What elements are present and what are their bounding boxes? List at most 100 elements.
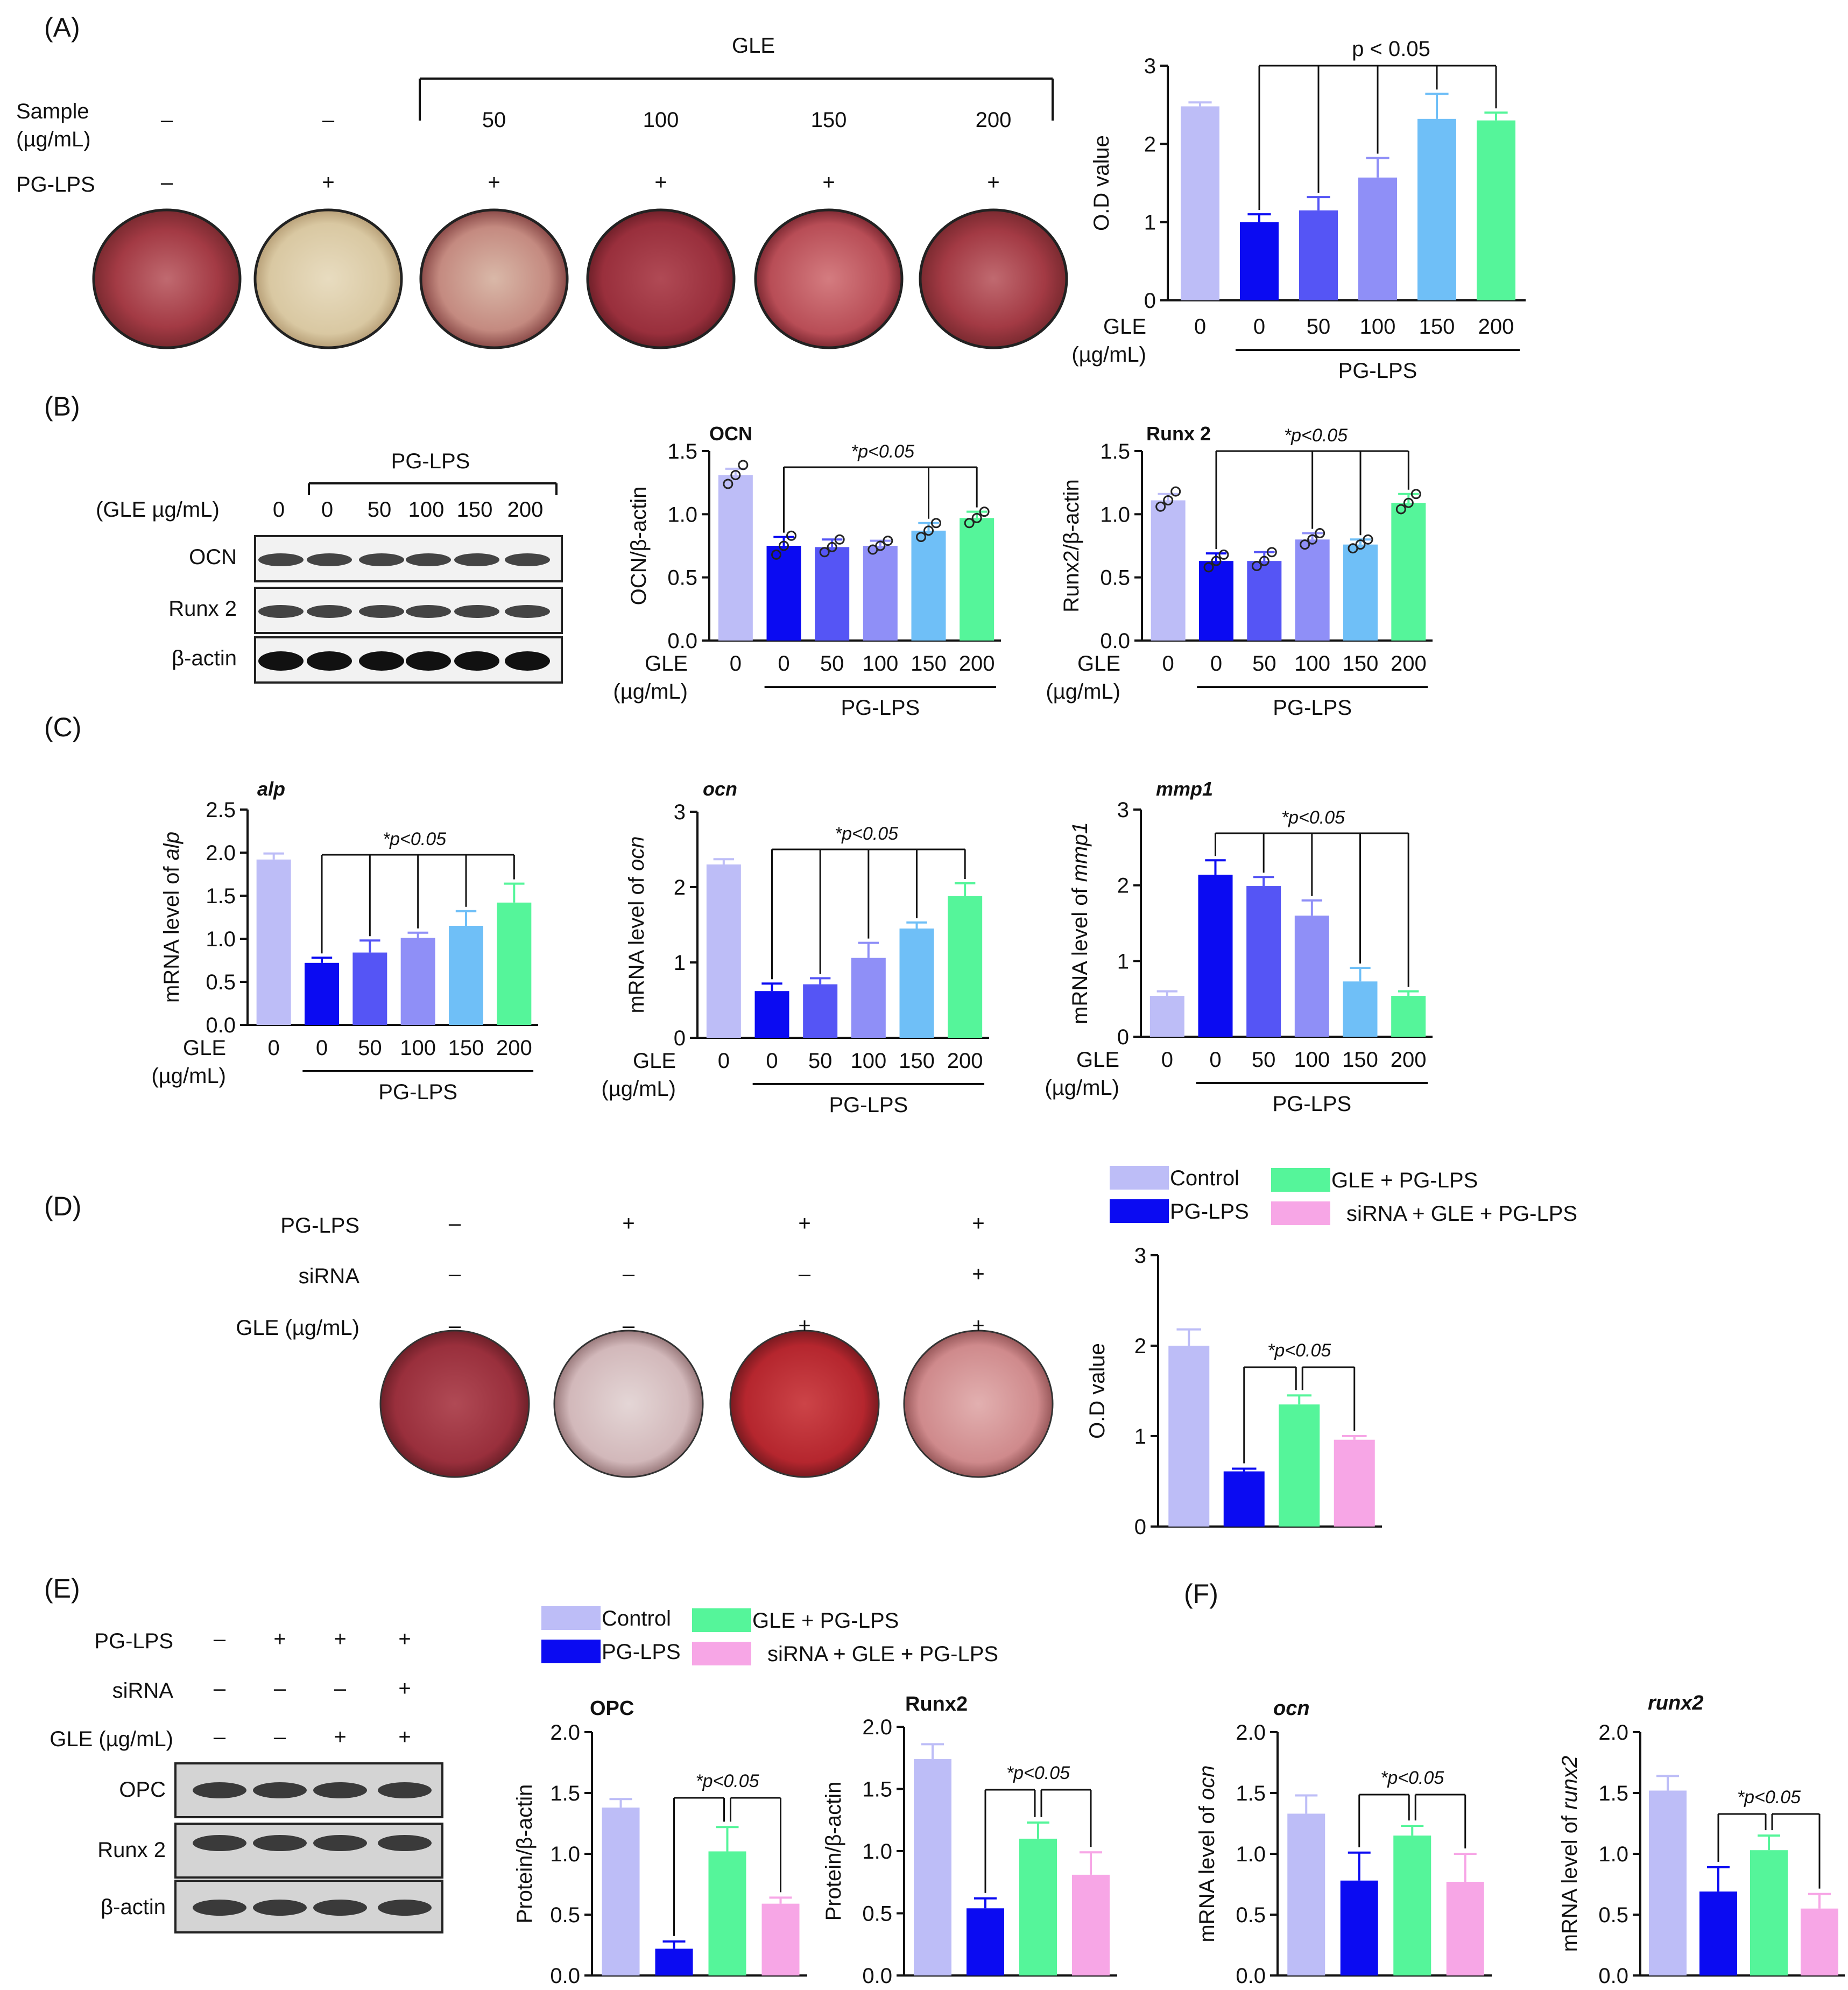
condition-label: PG-LPS [280,1214,359,1237]
x-tick-label: 150 [899,1049,935,1073]
y-tick-label: 1.0 [1598,1843,1628,1866]
x-tick-label: 0 [1161,1048,1173,1072]
culture-dish [586,208,736,349]
y-tick-label: 1 [1134,1425,1146,1448]
bar [1340,1880,1378,1975]
data-point [738,460,749,470]
blot-band [454,605,499,618]
x-tick-label: 200 [1478,315,1514,339]
bar [1240,222,1279,300]
legend-label: GLE + PG-LPS [752,1609,899,1633]
data-point [786,530,796,541]
bar [1295,539,1330,641]
data-point [723,479,733,489]
x-axis-label: GLE [1076,1048,1119,1072]
x-tick-label: 0 [1253,315,1265,339]
pglps-value: + [488,171,500,194]
data-point [1163,495,1174,506]
x-tick-label: 100 [850,1049,886,1073]
data-point [875,540,886,551]
y-tick-label: 1 [1117,950,1129,973]
blot-band [313,1900,367,1916]
chart-title: ocn [1273,1697,1310,1720]
y-axis-label: mRNA level of mmp1 [1068,822,1092,1024]
chart-title: alp [257,778,285,800]
data-point [979,507,990,517]
bar [655,1949,693,1975]
legend-swatch [1271,1168,1330,1192]
bar [1294,915,1329,1037]
y-tick-label: 0.5 [862,1902,892,1926]
blot-band [359,605,404,618]
y-axis-label: mRNA level of ocn [625,836,648,1013]
y-axis-label: Runx2/β-actin [1060,479,1083,613]
y-tick-label: 1.5 [1236,1782,1266,1805]
y-tick-label: 1.0 [550,1843,580,1866]
blot-condition-value: + [398,1627,411,1651]
blot-band-label: Runx 2 [168,597,237,621]
legend-swatch [1271,1201,1330,1225]
panel-label-f: (F) [1184,1579,1218,1609]
culture-dish [919,208,1068,349]
x-tick-label: 50 [808,1049,833,1073]
chart-a: 0 1 2 3 O.D value 0 0 50 100 150 200 GLE (µg/mL) PG-L… [1071,37,1526,383]
bar [708,1851,746,1975]
y-tick-label: 1.0 [206,927,236,951]
blot-lane-value: 100 [408,498,445,522]
bar [1801,1908,1838,1975]
x-tick-label: 200 [496,1036,532,1060]
blot-band [313,1835,367,1851]
sample-value: 150 [811,108,847,132]
bar [352,952,387,1025]
data-point [1266,547,1277,558]
chart-c-ocn: 0 1 2 3 mRNA level of ocn ocn 0 0 50 100 150 200 GLE… [601,778,989,1117]
sample-value: 100 [643,108,679,132]
sig-label: *p<0.05 [1267,1340,1331,1361]
x-tick-label: 0 [730,652,742,676]
bar [1019,1838,1057,1975]
y-tick-label: 2 [1117,874,1129,898]
blot-band [253,1835,307,1851]
blot-condition-value: – [214,1677,226,1700]
bar [911,530,946,641]
blot-band [378,1835,432,1851]
y-axis-label: Protein/β-actin [822,1782,845,1921]
blot-band [406,651,451,671]
y-tick-label: 0.5 [1100,566,1130,590]
sample-value: 200 [976,108,1012,132]
sample-label-2: (µg/mL) [16,128,91,151]
y-axis-label: mRNA level of ocn [1195,1765,1219,1942]
x-tick-label: 200 [959,652,995,676]
chart-f-ocn: 0.0 0.5 1.0 1.5 2.0 mRNA level of ocn ocn *p<0.… [1195,1697,1492,1988]
legend-label: siRNA + GLE + PG-LPS [767,1642,998,1666]
chart-d: 0 1 2 3 O.D value *p<0.05 [1085,1244,1382,1539]
bar [706,864,741,1038]
condition-value: – [623,1314,635,1338]
legend-swatch [541,1606,601,1630]
culture-dish [903,1330,1054,1478]
y-tick-label: 0 [674,1026,686,1050]
sig-label: *p<0.05 [695,1771,759,1791]
legend-swatch [1110,1166,1169,1190]
data-point [771,549,781,560]
sig-label: *p<0.05 [383,829,446,849]
y-tick-label: 0.5 [206,971,236,994]
pglps-value: + [987,171,999,194]
bar [1149,996,1184,1037]
chart-f-runx2: 0.0 0.5 1.0 1.5 2.0 mRNA level of runx2 runx2 *… [1558,1692,1845,1988]
x-tick-label: 0 [1210,652,1222,676]
panel-label-e: (E) [44,1573,80,1604]
bar [1181,106,1219,300]
pglps-label: PG-LPS [16,173,95,196]
x-tick-label: 0 [1209,1048,1221,1072]
blot-band [454,553,499,566]
legend-label: PG-LPS [1170,1200,1249,1223]
x-axis-unit: (µg/mL) [1046,680,1120,704]
blot-band [193,1782,246,1798]
bar [602,1808,640,1975]
y-axis-label: O.D value [1090,135,1113,231]
blot-group-label: PG-LPS [391,449,470,473]
y-tick-label: 1 [674,951,686,975]
